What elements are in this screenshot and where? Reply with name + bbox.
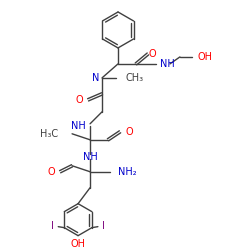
Text: NH: NH	[160, 59, 175, 69]
Text: O: O	[148, 49, 156, 59]
Text: NH₂: NH₂	[118, 167, 137, 177]
Text: NH: NH	[71, 121, 86, 131]
Text: H₃C: H₃C	[40, 129, 58, 139]
Text: O: O	[48, 167, 55, 177]
Text: OH: OH	[198, 52, 213, 62]
Text: I: I	[102, 221, 105, 231]
Text: OH: OH	[70, 239, 86, 249]
Text: O: O	[76, 95, 83, 105]
Text: O: O	[125, 127, 132, 137]
Text: N: N	[92, 73, 99, 83]
Text: I: I	[51, 221, 54, 231]
Text: NH: NH	[83, 152, 98, 162]
Text: CH₃: CH₃	[126, 73, 144, 83]
